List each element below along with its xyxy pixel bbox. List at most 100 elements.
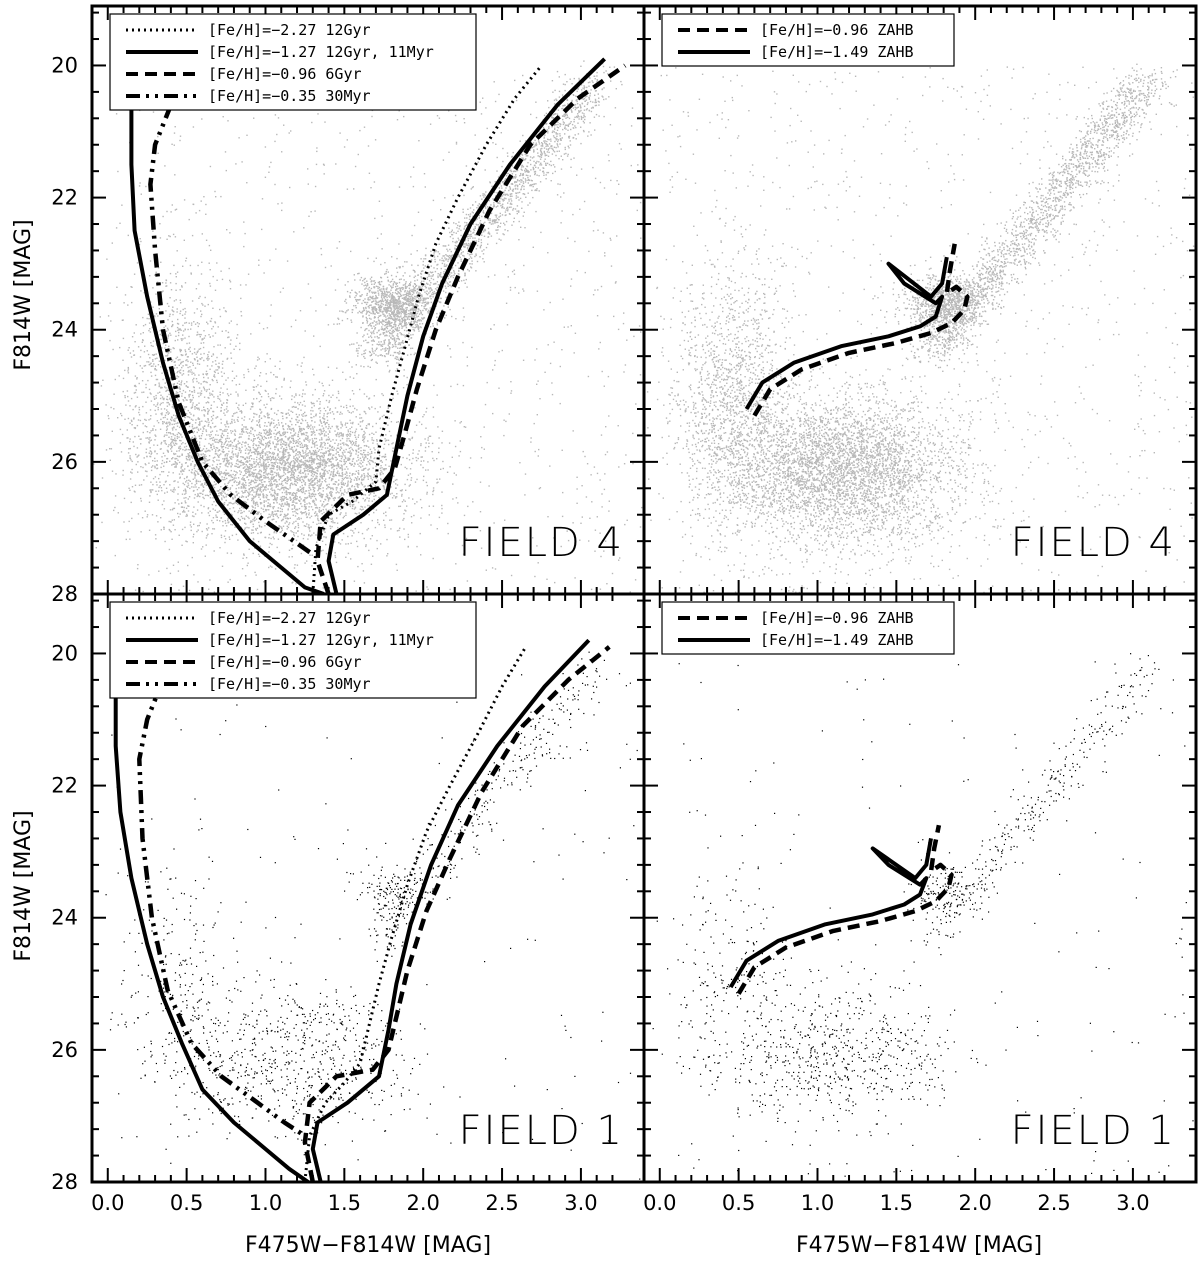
star-point: [396, 282, 398, 284]
star-point: [368, 398, 370, 400]
star-point: [292, 511, 294, 513]
star-point: [276, 469, 278, 471]
star-point: [358, 344, 360, 347]
star-point: [279, 460, 281, 462]
star-point: [310, 506, 313, 508]
star-point: [396, 356, 399, 358]
star-point: [522, 166, 525, 168]
star-point: [198, 395, 200, 398]
star-point: [313, 479, 315, 481]
star-point: [523, 188, 525, 190]
star-point: [298, 499, 300, 501]
star-point: [422, 416, 424, 418]
star-point: [292, 405, 295, 408]
star-point: [174, 440, 176, 442]
star-point: [260, 463, 262, 465]
star-point: [192, 457, 194, 459]
star-point: [478, 148, 480, 150]
star-point: [313, 487, 315, 489]
star-point: [534, 139, 536, 142]
star-point: [543, 309, 545, 311]
star-point: [410, 479, 412, 481]
star-point: [552, 172, 554, 175]
star-point: [607, 73, 609, 75]
star-point: [353, 532, 355, 534]
star-point: [253, 398, 255, 400]
star-point: [467, 238, 469, 240]
star-point: [225, 494, 228, 496]
star-point: [407, 536, 410, 538]
star-point: [148, 322, 151, 324]
star-point: [155, 435, 157, 437]
star-point: [155, 394, 157, 397]
star-point: [412, 299, 415, 302]
star-point: [105, 449, 108, 451]
star-point: [201, 118, 203, 120]
star-point: [442, 159, 445, 161]
star-point: [248, 492, 250, 494]
star-point: [350, 422, 352, 424]
star-point: [530, 437, 532, 439]
star-point: [240, 496, 243, 498]
star-point: [382, 300, 384, 303]
star-point: [184, 406, 186, 408]
star-point: [403, 321, 406, 323]
star-point: [527, 174, 529, 177]
star-point: [327, 442, 329, 444]
star-point: [227, 465, 229, 468]
star-point: [165, 344, 167, 346]
star-point: [479, 481, 482, 483]
star-point: [417, 305, 419, 307]
star-point: [211, 422, 214, 424]
star-point: [179, 299, 181, 301]
star-point: [251, 402, 253, 404]
star-point: [398, 350, 401, 353]
star-point: [308, 461, 310, 463]
star-point: [384, 328, 386, 330]
star-point: [185, 455, 188, 458]
star-point: [363, 350, 365, 352]
star-point: [480, 436, 482, 438]
star-point: [387, 303, 390, 305]
star-point: [519, 462, 521, 464]
star-point: [168, 315, 171, 317]
star-point: [533, 164, 536, 167]
star-point: [412, 457, 414, 460]
star-point: [469, 457, 472, 459]
star-point: [160, 261, 162, 263]
star-point: [294, 468, 297, 471]
star-point: [564, 73, 566, 76]
star-point: [455, 563, 457, 565]
star-point: [375, 348, 378, 350]
star-point: [342, 433, 344, 435]
star-point: [544, 140, 546, 142]
star-point: [568, 147, 570, 149]
star-point: [184, 313, 186, 315]
star-point: [303, 457, 305, 459]
star-point: [271, 418, 273, 420]
star-point: [198, 424, 201, 426]
star-point: [419, 323, 421, 325]
star-point: [284, 473, 287, 475]
star-point: [274, 436, 276, 438]
star-point: [366, 285, 368, 287]
star-point: [283, 440, 285, 442]
star-point: [363, 334, 365, 336]
star-point: [576, 116, 578, 119]
star-point: [475, 234, 478, 236]
star-point: [468, 258, 470, 260]
star-point: [464, 245, 466, 247]
star-point: [453, 271, 455, 273]
star-point: [373, 287, 376, 289]
star-point: [255, 476, 257, 478]
star-point: [547, 171, 550, 174]
star-point: [385, 293, 387, 296]
star-point: [471, 186, 474, 189]
star-point: [241, 495, 243, 497]
star-point: [216, 369, 219, 371]
star-point: [355, 483, 357, 485]
star-point: [343, 489, 346, 491]
star-point: [309, 535, 312, 537]
star-point: [311, 477, 313, 480]
star-point: [249, 446, 251, 449]
